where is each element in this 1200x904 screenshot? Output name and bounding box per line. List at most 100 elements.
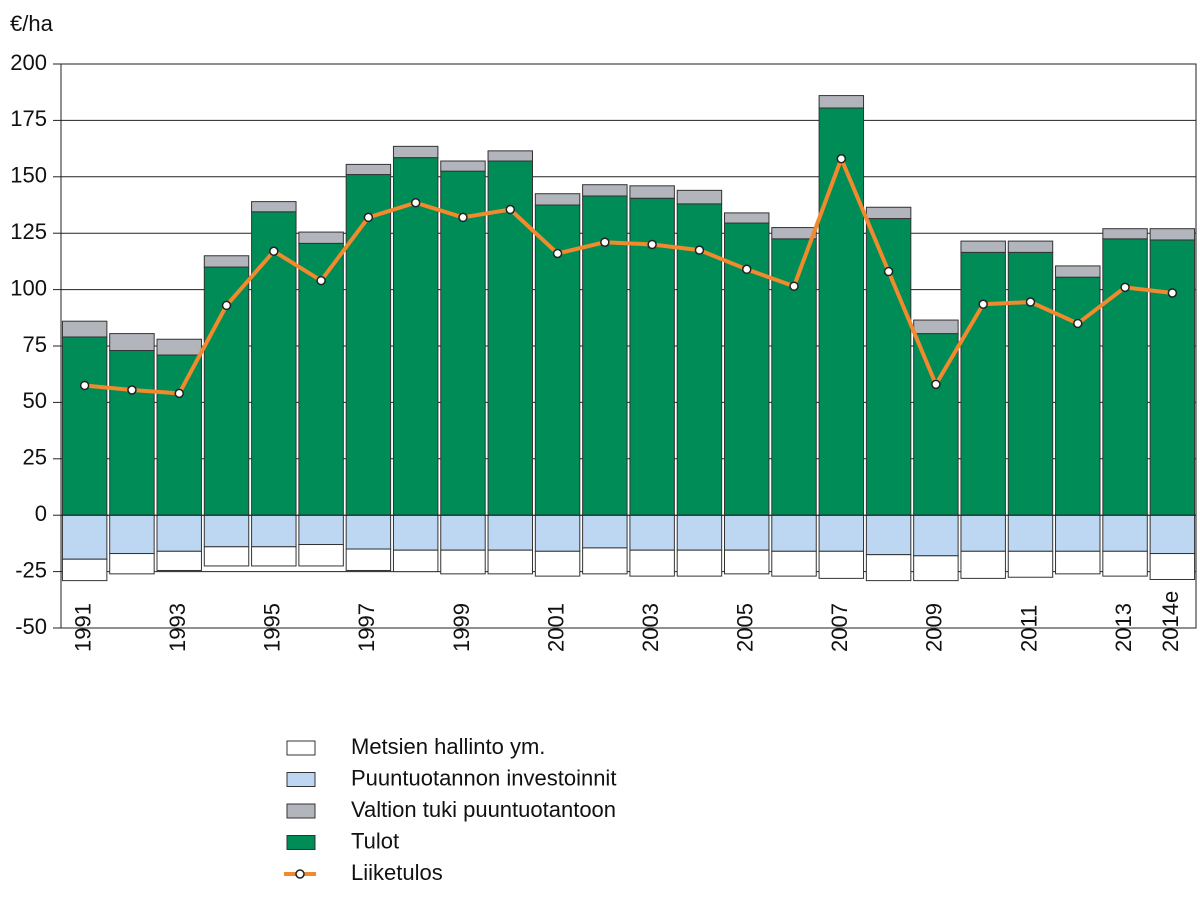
bar bbox=[676, 189, 723, 205]
bar bbox=[960, 251, 1006, 516]
bar bbox=[392, 157, 439, 516]
line-marker bbox=[79, 380, 90, 391]
y-tick-label: 100 bbox=[10, 275, 47, 300]
bar bbox=[156, 354, 202, 516]
y-axis-label: €/ha bbox=[10, 11, 54, 36]
bar bbox=[487, 549, 533, 575]
line-marker bbox=[552, 248, 563, 259]
bar bbox=[251, 211, 297, 516]
bar bbox=[487, 150, 533, 162]
line-marker bbox=[174, 388, 184, 399]
bar bbox=[109, 553, 155, 575]
line-marker bbox=[363, 212, 374, 223]
bar bbox=[1102, 514, 1148, 552]
bar bbox=[534, 514, 581, 552]
bar bbox=[1102, 550, 1148, 577]
bar bbox=[61, 320, 108, 338]
bar bbox=[392, 549, 439, 573]
bar bbox=[913, 555, 959, 582]
y-tick-label: -25 bbox=[15, 557, 47, 582]
bar bbox=[298, 514, 344, 546]
y-tick-label: 150 bbox=[10, 163, 47, 188]
line-marker bbox=[600, 237, 610, 247]
x-tick-label: 1999 bbox=[449, 603, 474, 652]
line-marker bbox=[410, 197, 421, 208]
bar bbox=[1055, 550, 1101, 575]
bar bbox=[818, 95, 865, 109]
bar bbox=[818, 107, 865, 516]
line-marker bbox=[883, 266, 894, 277]
bar bbox=[771, 227, 817, 240]
legend-swatch bbox=[286, 740, 316, 756]
x-tick-label: 1993 bbox=[165, 603, 190, 652]
x-tick-label: 1991 bbox=[70, 603, 95, 652]
bar bbox=[771, 514, 817, 552]
bar bbox=[1102, 238, 1148, 516]
bar bbox=[913, 333, 959, 516]
line-marker bbox=[836, 154, 847, 164]
line-marker bbox=[647, 239, 657, 250]
bar bbox=[392, 514, 439, 551]
y-tick-label: 25 bbox=[23, 445, 47, 470]
bar bbox=[440, 514, 486, 551]
line-marker bbox=[789, 281, 799, 291]
x-tick-label: 2001 bbox=[543, 603, 568, 652]
line-marker bbox=[1025, 297, 1036, 307]
bar bbox=[960, 514, 1006, 552]
bar bbox=[203, 255, 250, 268]
y-tick-label: 175 bbox=[10, 106, 47, 131]
legend-label: Liiketulos bbox=[351, 860, 443, 885]
bar bbox=[156, 338, 202, 356]
bar bbox=[582, 514, 628, 549]
bar bbox=[203, 546, 250, 567]
bar bbox=[724, 212, 770, 224]
line-marker bbox=[269, 246, 279, 256]
bar bbox=[534, 193, 581, 206]
bar bbox=[913, 319, 959, 335]
bar bbox=[629, 549, 675, 577]
bar bbox=[1149, 514, 1196, 555]
y-tick-label: 0 bbox=[35, 501, 47, 526]
bar bbox=[960, 240, 1006, 253]
bar bbox=[1149, 239, 1196, 516]
bar bbox=[440, 170, 486, 516]
y-tick-label: 200 bbox=[10, 50, 47, 75]
y-tick-label: 75 bbox=[23, 332, 47, 357]
bar bbox=[109, 333, 155, 352]
bar bbox=[1007, 251, 1054, 516]
bar bbox=[582, 547, 628, 575]
line-marker bbox=[1167, 288, 1178, 298]
legend-label: Valtion tuki puuntuotantoon bbox=[351, 797, 616, 822]
bar bbox=[61, 514, 108, 560]
x-tick-label: 1997 bbox=[354, 603, 379, 652]
line-marker bbox=[931, 379, 941, 390]
x-tick-label: 2013 bbox=[1111, 603, 1136, 652]
bar bbox=[771, 550, 817, 577]
x-tick-label: 2014e bbox=[1158, 591, 1183, 652]
legend-label: Puuntuotannon investoinnit bbox=[351, 765, 616, 790]
bar bbox=[156, 514, 202, 552]
bar bbox=[345, 514, 392, 550]
bar bbox=[818, 514, 865, 552]
bar bbox=[582, 184, 628, 197]
legend-swatch bbox=[286, 772, 316, 787]
line-marker bbox=[694, 245, 705, 255]
y-tick-label: -50 bbox=[15, 614, 47, 639]
bar bbox=[109, 350, 155, 516]
bar bbox=[582, 195, 628, 516]
legend-label: Metsien hallinto ym. bbox=[351, 734, 545, 759]
legend-label: Tulot bbox=[351, 828, 399, 853]
bar bbox=[298, 231, 344, 244]
bar bbox=[676, 514, 723, 551]
line-marker bbox=[127, 385, 137, 395]
bar bbox=[251, 201, 297, 213]
line-marker bbox=[458, 212, 468, 223]
bar bbox=[156, 550, 202, 571]
bar bbox=[440, 160, 486, 172]
bar bbox=[865, 206, 912, 220]
bar bbox=[345, 163, 392, 176]
bar bbox=[629, 197, 675, 516]
bar bbox=[1007, 514, 1054, 552]
x-tick-label: 2005 bbox=[733, 603, 758, 652]
legend-swatch bbox=[286, 835, 316, 850]
